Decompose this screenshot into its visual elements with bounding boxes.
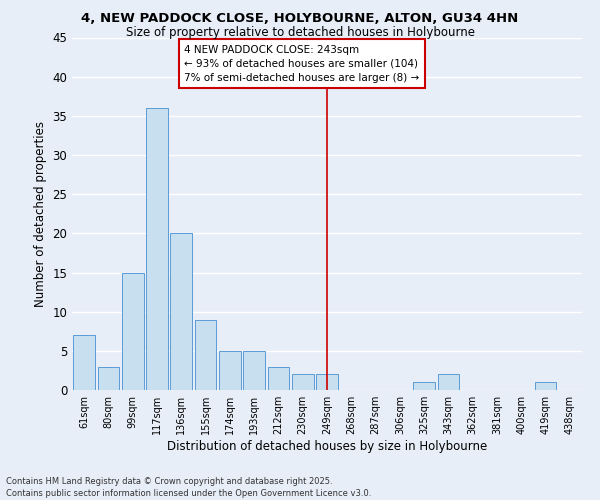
X-axis label: Distribution of detached houses by size in Holybourne: Distribution of detached houses by size … [167, 440, 487, 453]
Text: Contains HM Land Registry data © Crown copyright and database right 2025.
Contai: Contains HM Land Registry data © Crown c… [6, 476, 371, 498]
Bar [437, 374, 460, 390]
Bar [194, 320, 217, 390]
Text: Size of property relative to detached houses in Holybourne: Size of property relative to detached ho… [125, 26, 475, 39]
Bar [146, 108, 168, 390]
Y-axis label: Number of detached properties: Number of detached properties [34, 120, 47, 306]
Bar [268, 366, 289, 390]
Bar [122, 272, 143, 390]
Bar [219, 351, 241, 390]
Text: 4 NEW PADDOCK CLOSE: 243sqm
← 93% of detached houses are smaller (104)
7% of sem: 4 NEW PADDOCK CLOSE: 243sqm ← 93% of det… [184, 44, 419, 82]
Bar [73, 335, 95, 390]
Bar [292, 374, 314, 390]
Bar [413, 382, 435, 390]
Bar [170, 234, 192, 390]
Bar [97, 366, 119, 390]
Bar [535, 382, 556, 390]
Bar [316, 374, 338, 390]
Bar [243, 351, 265, 390]
Text: 4, NEW PADDOCK CLOSE, HOLYBOURNE, ALTON, GU34 4HN: 4, NEW PADDOCK CLOSE, HOLYBOURNE, ALTON,… [82, 12, 518, 26]
